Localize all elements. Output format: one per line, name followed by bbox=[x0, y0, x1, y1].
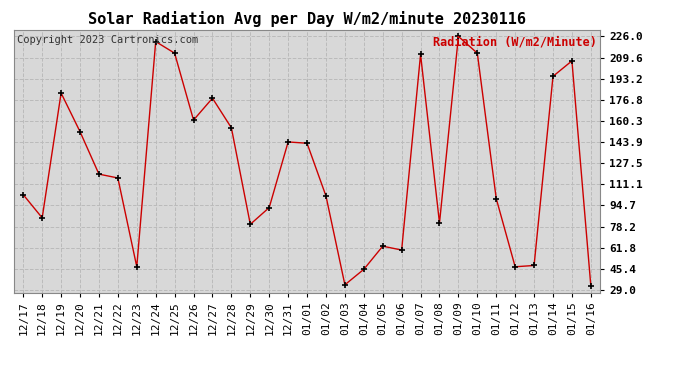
Text: Radiation (W/m2/Minute): Radiation (W/m2/Minute) bbox=[433, 35, 598, 48]
Text: Copyright 2023 Cartronics.com: Copyright 2023 Cartronics.com bbox=[17, 35, 198, 45]
Title: Solar Radiation Avg per Day W/m2/minute 20230116: Solar Radiation Avg per Day W/m2/minute … bbox=[88, 12, 526, 27]
